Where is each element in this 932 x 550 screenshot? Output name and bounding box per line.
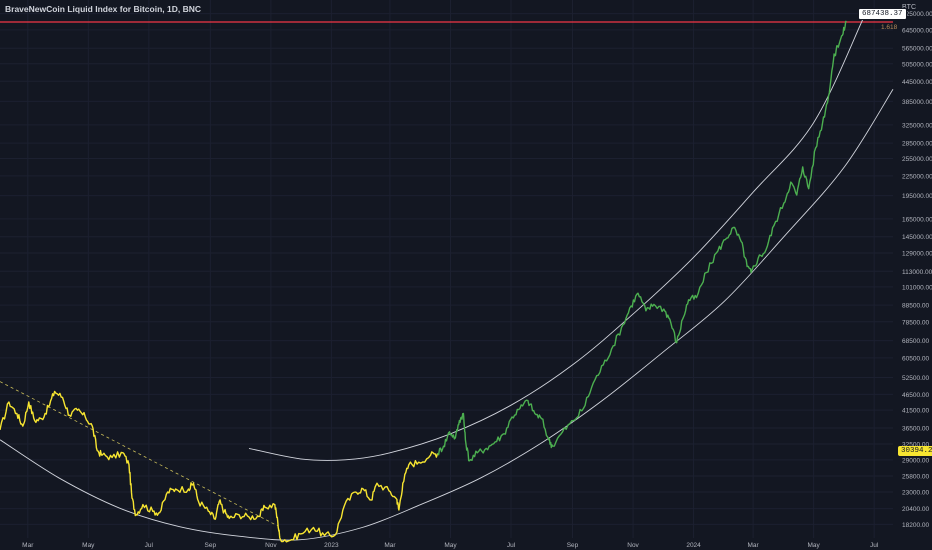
y-tick-label: 325000.00 bbox=[902, 122, 932, 129]
x-tick-label: 2024 bbox=[686, 542, 701, 549]
y-tick-label: 101000.00 bbox=[902, 284, 932, 291]
channel-lower-curve[interactable] bbox=[0, 89, 894, 541]
x-axis[interactable]: Mar May Jul Sep Nov 2023 Mar May Jul Sep Nov 2024 Ma… bbox=[22, 542, 879, 549]
x-tick-label: Mar bbox=[384, 542, 396, 549]
x-tick-label: May bbox=[82, 542, 95, 549]
x-tick-label: Jul bbox=[507, 542, 516, 549]
y-tick-label: 165000.00 bbox=[902, 216, 932, 223]
y-tick-label: 32500.00 bbox=[902, 442, 929, 449]
y-tick-label: 225000.00 bbox=[902, 173, 932, 180]
y-tick-label: 385000.00 bbox=[902, 99, 932, 106]
y-tick-label: 78500.00 bbox=[902, 319, 929, 326]
y-tick-label: 725000.00 bbox=[902, 11, 932, 18]
y-tick-label: 113000.00 bbox=[902, 269, 932, 276]
x-tick-label: Nov bbox=[627, 542, 639, 549]
y-tick-label: 195000.00 bbox=[902, 193, 932, 200]
y-tick-label: 41500.00 bbox=[902, 408, 929, 415]
y-tick-label: 645000.00 bbox=[902, 27, 932, 34]
y-tick-label: 88500.00 bbox=[902, 303, 929, 310]
y-tick-label: 68500.00 bbox=[902, 338, 929, 345]
y-tick-label: 505000.00 bbox=[902, 61, 932, 68]
channel-upper-curve[interactable] bbox=[248, 18, 864, 461]
x-tick-label: Nov bbox=[265, 542, 277, 549]
y-tick-label: 129000.00 bbox=[902, 250, 932, 257]
x-tick-label: Jul bbox=[870, 542, 879, 549]
y-tick-label: 29000.00 bbox=[902, 457, 929, 464]
history-price-line[interactable] bbox=[0, 390, 439, 543]
dashed-trend-line[interactable] bbox=[0, 381, 279, 527]
fib-level-label: 1.618 bbox=[881, 24, 898, 31]
y-tick-label: 145000.00 bbox=[902, 234, 932, 241]
x-tick-label: 2023 bbox=[324, 542, 339, 549]
y-axis[interactable]: 725000.00 645000.00 565000.00 505000.00 4450… bbox=[902, 11, 932, 529]
y-tick-label: 23000.00 bbox=[902, 489, 929, 496]
current-price-tag: 30394.27 bbox=[898, 446, 932, 456]
y-tick-label: 25800.00 bbox=[902, 474, 929, 481]
y-tick-label: 565000.00 bbox=[902, 46, 932, 53]
y-tick-label: 52500.00 bbox=[902, 375, 929, 382]
x-tick-label: May bbox=[807, 542, 820, 549]
y-tick-label: 60500.00 bbox=[902, 355, 929, 362]
top-price-tag: 687438.37 bbox=[858, 8, 907, 20]
y-tick-label: 18200.00 bbox=[902, 522, 929, 529]
y-tick-label: 46500.00 bbox=[902, 392, 929, 399]
y-tick-label: 445000.00 bbox=[902, 79, 932, 86]
channel-lines bbox=[0, 18, 894, 541]
y-tick-label: 285000.00 bbox=[902, 141, 932, 148]
x-tick-label: Mar bbox=[747, 542, 759, 549]
x-tick-label: Sep bbox=[205, 542, 217, 549]
x-tick-label: Jul bbox=[145, 542, 154, 549]
chart-title: BraveNewCoin Liquid Index for Bitcoin, 1… bbox=[5, 4, 201, 14]
x-tick-label: Sep bbox=[567, 542, 579, 549]
y-tick-label: 20400.00 bbox=[902, 506, 929, 513]
price-series bbox=[0, 20, 847, 543]
projection-price-line[interactable] bbox=[437, 20, 847, 462]
currency-unit: BTC bbox=[902, 4, 916, 11]
y-tick-label: 36500.00 bbox=[902, 425, 929, 432]
x-tick-label: Mar bbox=[22, 542, 34, 549]
x-tick-label: May bbox=[444, 542, 457, 549]
y-tick-label: 255000.00 bbox=[902, 156, 932, 163]
